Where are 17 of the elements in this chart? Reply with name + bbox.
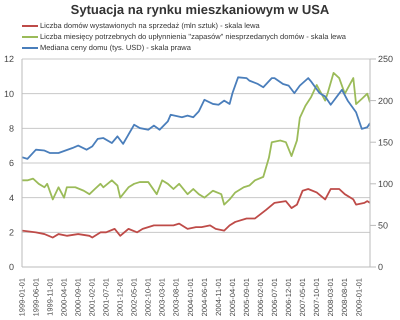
y-tick-label: 0	[8, 262, 14, 272]
line-series	[22, 76, 370, 160]
y2-tick-label: 50	[378, 220, 388, 231]
y2-tick-label: 0	[378, 262, 384, 272]
y-tick-label: 12	[4, 54, 14, 64]
y-tick-label: 6	[8, 158, 14, 168]
chart-title: Sytuacja na rynku mieszkaniowym w USA	[70, 1, 330, 19]
y2-tick-label: 200	[378, 96, 394, 106]
y-tick-label: 4	[8, 192, 14, 203]
y2-tick-label: 150	[378, 137, 394, 148]
line-series	[22, 188, 370, 238]
y-tick-label: 10	[4, 88, 14, 99]
y2-tick-label: 250	[378, 54, 394, 64]
y-tick-label: 8	[8, 124, 14, 134]
y2-tick-label: 100	[378, 178, 394, 189]
line-series	[22, 72, 370, 206]
y-tick-label: 2	[8, 228, 14, 238]
